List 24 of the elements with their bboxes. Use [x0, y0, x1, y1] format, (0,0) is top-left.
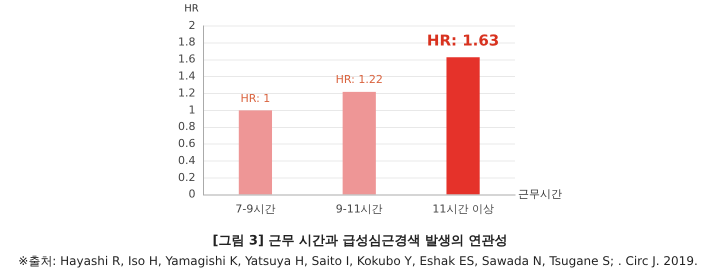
y-tick-label: 0.4	[178, 154, 196, 167]
bar	[238, 110, 272, 194]
y-tick-label: 2	[188, 18, 196, 32]
data-label: HR: 1.63	[426, 32, 500, 50]
text: [그림 3] 근무 시간과 급성심근경색 발생의 연관성	[212, 233, 508, 248]
x-tick-label: 11시간 이상	[432, 202, 494, 216]
y-tick-label: 1.4	[178, 70, 196, 82]
x-axis-title: 근무시간	[518, 188, 562, 201]
y-tick-label: 1.6	[178, 52, 196, 66]
data-label: HR: 1	[240, 92, 270, 105]
y-tick-label: 0.2	[178, 170, 196, 184]
bar	[446, 57, 480, 194]
bar	[342, 92, 376, 194]
x-tick-label: 9-11시간	[336, 202, 383, 216]
y-tick-label: 0.6	[178, 137, 196, 150]
text: ※출처: Hayashi R, Iso H, Yamagishi K, Yatsuya H, Saito I, Kokubo Y, Eshak ES, Sawada N, Tsugane S; . Circ J. 2019.	[18, 254, 698, 268]
y-axis-title: HR	[184, 4, 199, 15]
y-tick-label: 0	[188, 188, 196, 201]
y-tick-label: 1.2	[178, 86, 196, 100]
y-tick-label: 1	[188, 103, 196, 116]
x-tick-label: 7-9시간	[235, 202, 276, 216]
data-label: HR: 1.22	[336, 73, 383, 86]
y-tick-label: 1.8	[178, 36, 196, 49]
y-tick-label: 0.8	[178, 120, 196, 134]
